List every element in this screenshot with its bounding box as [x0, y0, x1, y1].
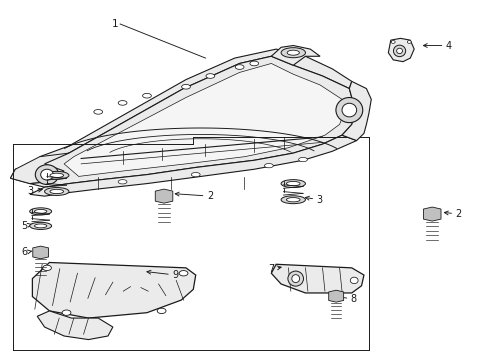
Ellipse shape	[118, 100, 127, 105]
Ellipse shape	[34, 249, 48, 256]
Polygon shape	[10, 153, 69, 184]
Ellipse shape	[407, 41, 410, 43]
Ellipse shape	[50, 189, 63, 194]
Ellipse shape	[281, 180, 305, 188]
Ellipse shape	[205, 74, 214, 78]
Polygon shape	[155, 189, 172, 203]
Text: 2: 2	[175, 191, 213, 201]
Text: 3: 3	[305, 195, 322, 205]
Text: 9: 9	[146, 270, 178, 280]
Ellipse shape	[281, 48, 305, 58]
Ellipse shape	[44, 188, 69, 195]
Ellipse shape	[35, 224, 47, 228]
Polygon shape	[33, 246, 48, 259]
Ellipse shape	[264, 163, 273, 168]
Text: 8: 8	[338, 294, 356, 304]
Text: 2: 2	[444, 209, 461, 219]
Ellipse shape	[44, 171, 69, 179]
Ellipse shape	[341, 103, 356, 117]
Text: 1: 1	[112, 19, 119, 29]
Polygon shape	[30, 56, 356, 187]
Polygon shape	[271, 45, 320, 65]
Ellipse shape	[42, 265, 51, 271]
Polygon shape	[423, 207, 440, 221]
Ellipse shape	[349, 277, 357, 284]
Ellipse shape	[35, 210, 47, 213]
Ellipse shape	[249, 61, 258, 66]
Ellipse shape	[30, 208, 52, 215]
Text: 3: 3	[27, 186, 42, 197]
Ellipse shape	[286, 181, 300, 186]
Ellipse shape	[390, 41, 394, 43]
Text: 5: 5	[21, 221, 32, 231]
Ellipse shape	[62, 310, 71, 315]
Polygon shape	[30, 135, 356, 196]
Ellipse shape	[191, 172, 200, 177]
Ellipse shape	[396, 48, 402, 54]
Ellipse shape	[335, 98, 362, 123]
Ellipse shape	[181, 85, 190, 89]
Polygon shape	[10, 153, 69, 184]
Ellipse shape	[118, 180, 127, 184]
Polygon shape	[32, 262, 195, 318]
Polygon shape	[40, 49, 351, 164]
Ellipse shape	[286, 50, 299, 55]
Ellipse shape	[94, 109, 102, 114]
Ellipse shape	[424, 210, 439, 218]
Ellipse shape	[393, 45, 405, 57]
Ellipse shape	[235, 65, 244, 69]
Polygon shape	[341, 81, 370, 140]
Polygon shape	[37, 311, 113, 339]
Ellipse shape	[286, 198, 300, 202]
Text: 7: 7	[267, 264, 281, 274]
Text: 4: 4	[423, 41, 451, 50]
Text: 6: 6	[21, 247, 32, 257]
Ellipse shape	[281, 196, 305, 204]
Polygon shape	[64, 63, 344, 176]
Ellipse shape	[142, 93, 151, 98]
Ellipse shape	[157, 308, 165, 314]
Ellipse shape	[291, 275, 299, 283]
Polygon shape	[387, 39, 413, 62]
Ellipse shape	[30, 222, 52, 229]
Ellipse shape	[35, 165, 59, 184]
Ellipse shape	[179, 271, 187, 276]
Ellipse shape	[298, 157, 307, 162]
Polygon shape	[328, 290, 343, 302]
Ellipse shape	[329, 293, 342, 300]
Ellipse shape	[41, 169, 53, 180]
Ellipse shape	[156, 192, 172, 200]
Ellipse shape	[287, 271, 303, 286]
Polygon shape	[271, 264, 363, 293]
Ellipse shape	[50, 173, 63, 177]
